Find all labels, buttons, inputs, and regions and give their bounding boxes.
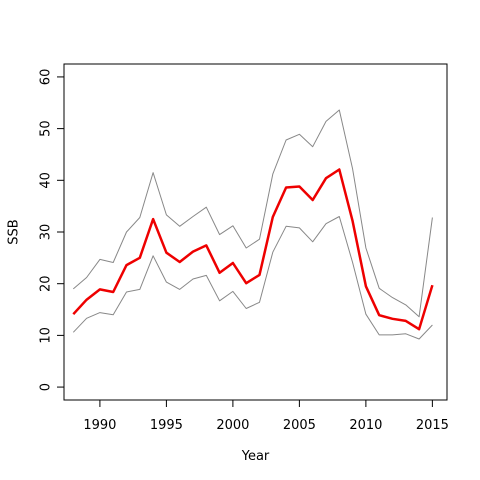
x-axis: 1990 1995 2000 2005 2010 2015	[83, 400, 449, 433]
y-axis: 0 10 20 30 40 50 60	[39, 69, 64, 391]
x-tick-label-2015: 2015	[416, 418, 449, 433]
y-tick-label-60: 60	[39, 69, 54, 86]
x-tick-label-1990: 1990	[83, 418, 116, 433]
x-tick-label-2000: 2000	[216, 418, 249, 433]
x-tick-label-2005: 2005	[283, 418, 316, 433]
y-tick-label-40: 40	[39, 172, 54, 189]
x-tick-label-1995: 1995	[150, 418, 183, 433]
y-tick-label-20: 20	[39, 275, 54, 292]
series-layer	[72, 109, 434, 340]
y-tick-label-30: 30	[39, 224, 54, 241]
y-tick-label-0: 0	[39, 383, 54, 391]
series-line-2	[72, 216, 433, 340]
x-tick-label-2010: 2010	[349, 418, 382, 433]
x-axis-title: Year	[241, 449, 270, 464]
y-tick-label-10: 10	[39, 327, 54, 344]
series-line-0	[72, 168, 434, 331]
y-tick-label-50: 50	[39, 120, 54, 137]
series-line-1	[72, 109, 433, 318]
plot-box	[63, 63, 448, 401]
y-axis-title: SSB	[7, 219, 22, 244]
